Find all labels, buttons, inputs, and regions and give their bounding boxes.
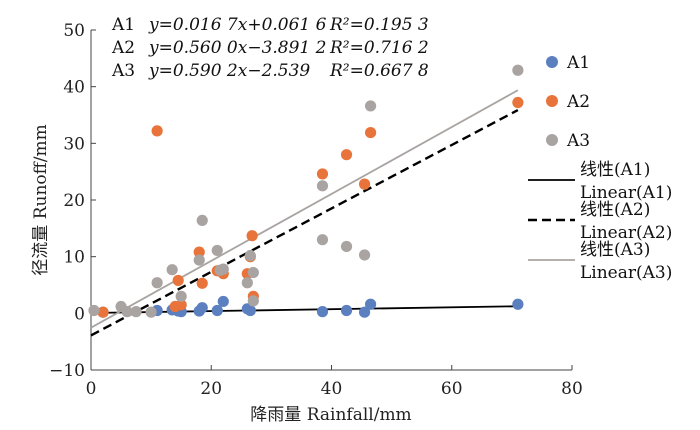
legend-marker bbox=[546, 95, 558, 107]
data-point-a2 bbox=[364, 126, 377, 139]
legend-marker bbox=[546, 134, 558, 146]
data-point-a3 bbox=[340, 240, 353, 253]
data-point-a3 bbox=[247, 266, 259, 279]
x-tick-label: 40 bbox=[321, 379, 343, 399]
x-tick-label: 20 bbox=[200, 379, 222, 399]
legend-label-en: Linear(A2) bbox=[580, 223, 672, 243]
data-point-a2 bbox=[175, 299, 187, 311]
data-point-a3 bbox=[316, 234, 329, 246]
regression-equations: A1 y=0.016 7x+0.061 6 R²=0.195 3 A2 y=0.560 … bbox=[111, 15, 429, 81]
data-point-a1 bbox=[211, 304, 223, 317]
data-point-a2 bbox=[172, 274, 184, 287]
data-point-a2 bbox=[512, 96, 524, 109]
data-point-a3 bbox=[196, 214, 208, 226]
data-point-a3 bbox=[121, 306, 133, 318]
y-tick-label: 30 bbox=[63, 134, 85, 154]
legend-label: A2 bbox=[566, 92, 590, 112]
data-point-a3 bbox=[151, 277, 163, 289]
equation-a3: A3 y=0.590 2x−2.539 R²=0.667 8 bbox=[111, 61, 429, 81]
data-point-a1 bbox=[244, 304, 256, 317]
legend-marker bbox=[546, 56, 558, 68]
data-point-a3 bbox=[211, 244, 223, 257]
y-tick-label: 40 bbox=[63, 78, 85, 98]
legend-label: 线性(A1) bbox=[580, 160, 650, 180]
x-tick-label: 60 bbox=[441, 379, 463, 399]
legend-label: 线性(A2) bbox=[580, 200, 650, 220]
legend: A1A2A3线性(A1)Linear(A1)线性(A2)Linear(A2)线性… bbox=[528, 53, 672, 283]
data-point-a3 bbox=[193, 254, 205, 266]
legend-label-en: Linear(A1) bbox=[580, 183, 672, 203]
data-point-a2 bbox=[196, 277, 208, 289]
data-point-a2 bbox=[340, 149, 353, 161]
data-point-a3 bbox=[217, 263, 229, 275]
trendline-a3 bbox=[90, 89, 519, 329]
data-point-a3 bbox=[130, 306, 142, 318]
data-point-a3 bbox=[145, 306, 157, 318]
data-point-a3 bbox=[175, 290, 187, 302]
y-tick-label: 50 bbox=[63, 21, 85, 41]
data-point-a2 bbox=[246, 230, 258, 242]
legend-item-linear-3: 线性(A3) Linear(A3) bbox=[528, 240, 672, 283]
equation-formula: y=0.590 2x−2.539 bbox=[148, 61, 310, 81]
x-tick-label: 0 bbox=[86, 379, 97, 399]
data-point-a1 bbox=[364, 298, 377, 310]
data-point-a3 bbox=[247, 295, 259, 307]
data-point-a1 bbox=[196, 302, 208, 314]
data-point-a1 bbox=[316, 306, 329, 318]
equation-formula: y=0.016 7x+0.061 6 bbox=[148, 15, 327, 35]
data-point-a1 bbox=[512, 298, 524, 310]
data-point-a3 bbox=[364, 100, 377, 112]
y-tick-label: −10 bbox=[49, 361, 85, 381]
legend-label-en: Linear(A3) bbox=[580, 263, 672, 283]
y-tick-label: 20 bbox=[63, 191, 85, 211]
trendline-a2 bbox=[90, 109, 519, 337]
data-point-a2 bbox=[97, 306, 109, 318]
data-point-a3 bbox=[316, 180, 329, 192]
legend-label: A1 bbox=[566, 53, 590, 73]
data-point-a3 bbox=[244, 249, 256, 262]
data-point-a3 bbox=[166, 264, 178, 276]
equation-a1: A1 y=0.016 7x+0.061 6 R²=0.195 3 bbox=[111, 15, 429, 35]
legend-item-a3: A3 bbox=[546, 131, 590, 151]
data-point-a1 bbox=[340, 304, 353, 317]
legend-item-linear-2: 线性(A2) Linear(A2) bbox=[528, 200, 672, 243]
data-points bbox=[88, 64, 524, 318]
y-axis-title: 径流量 Runoff/mm bbox=[31, 124, 51, 275]
data-point-a3 bbox=[88, 304, 100, 317]
data-point-a3 bbox=[241, 277, 253, 289]
legend-label: 线性(A3) bbox=[580, 240, 650, 260]
y-tick-label: 0 bbox=[74, 304, 85, 324]
equation-a2: A2 y=0.560 0x−3.891 2 R²=0.716 2 bbox=[111, 38, 429, 58]
data-point-a1 bbox=[358, 306, 371, 318]
equation-r2: R²=0.667 8 bbox=[329, 61, 429, 81]
x-axis-title: 降雨量 Rainfall/mm bbox=[250, 405, 411, 425]
data-point-a1 bbox=[217, 295, 229, 308]
data-point-a2 bbox=[358, 178, 371, 190]
equation-name: A3 bbox=[111, 61, 135, 81]
data-point-a2 bbox=[316, 168, 329, 180]
data-point-a3 bbox=[358, 249, 371, 261]
x-tick-label: 80 bbox=[561, 379, 583, 399]
legend-item-a2: A2 bbox=[546, 92, 590, 112]
legend-label: A3 bbox=[566, 131, 590, 151]
legend-item-a1: A1 bbox=[546, 53, 590, 73]
equation-formula: y=0.560 0x−3.891 2 bbox=[148, 38, 326, 58]
equation-name: A1 bbox=[111, 15, 135, 35]
equation-r2: R²=0.195 3 bbox=[329, 15, 429, 35]
data-point-a2 bbox=[151, 125, 163, 137]
equation-name: A2 bbox=[111, 38, 135, 58]
legend-item-linear-1: 线性(A1) Linear(A1) bbox=[528, 160, 672, 203]
equation-r2: R²=0.716 2 bbox=[329, 38, 429, 58]
data-point-a2 bbox=[193, 246, 205, 258]
y-tick-label: 10 bbox=[63, 248, 85, 268]
data-point-a3 bbox=[512, 64, 524, 76]
